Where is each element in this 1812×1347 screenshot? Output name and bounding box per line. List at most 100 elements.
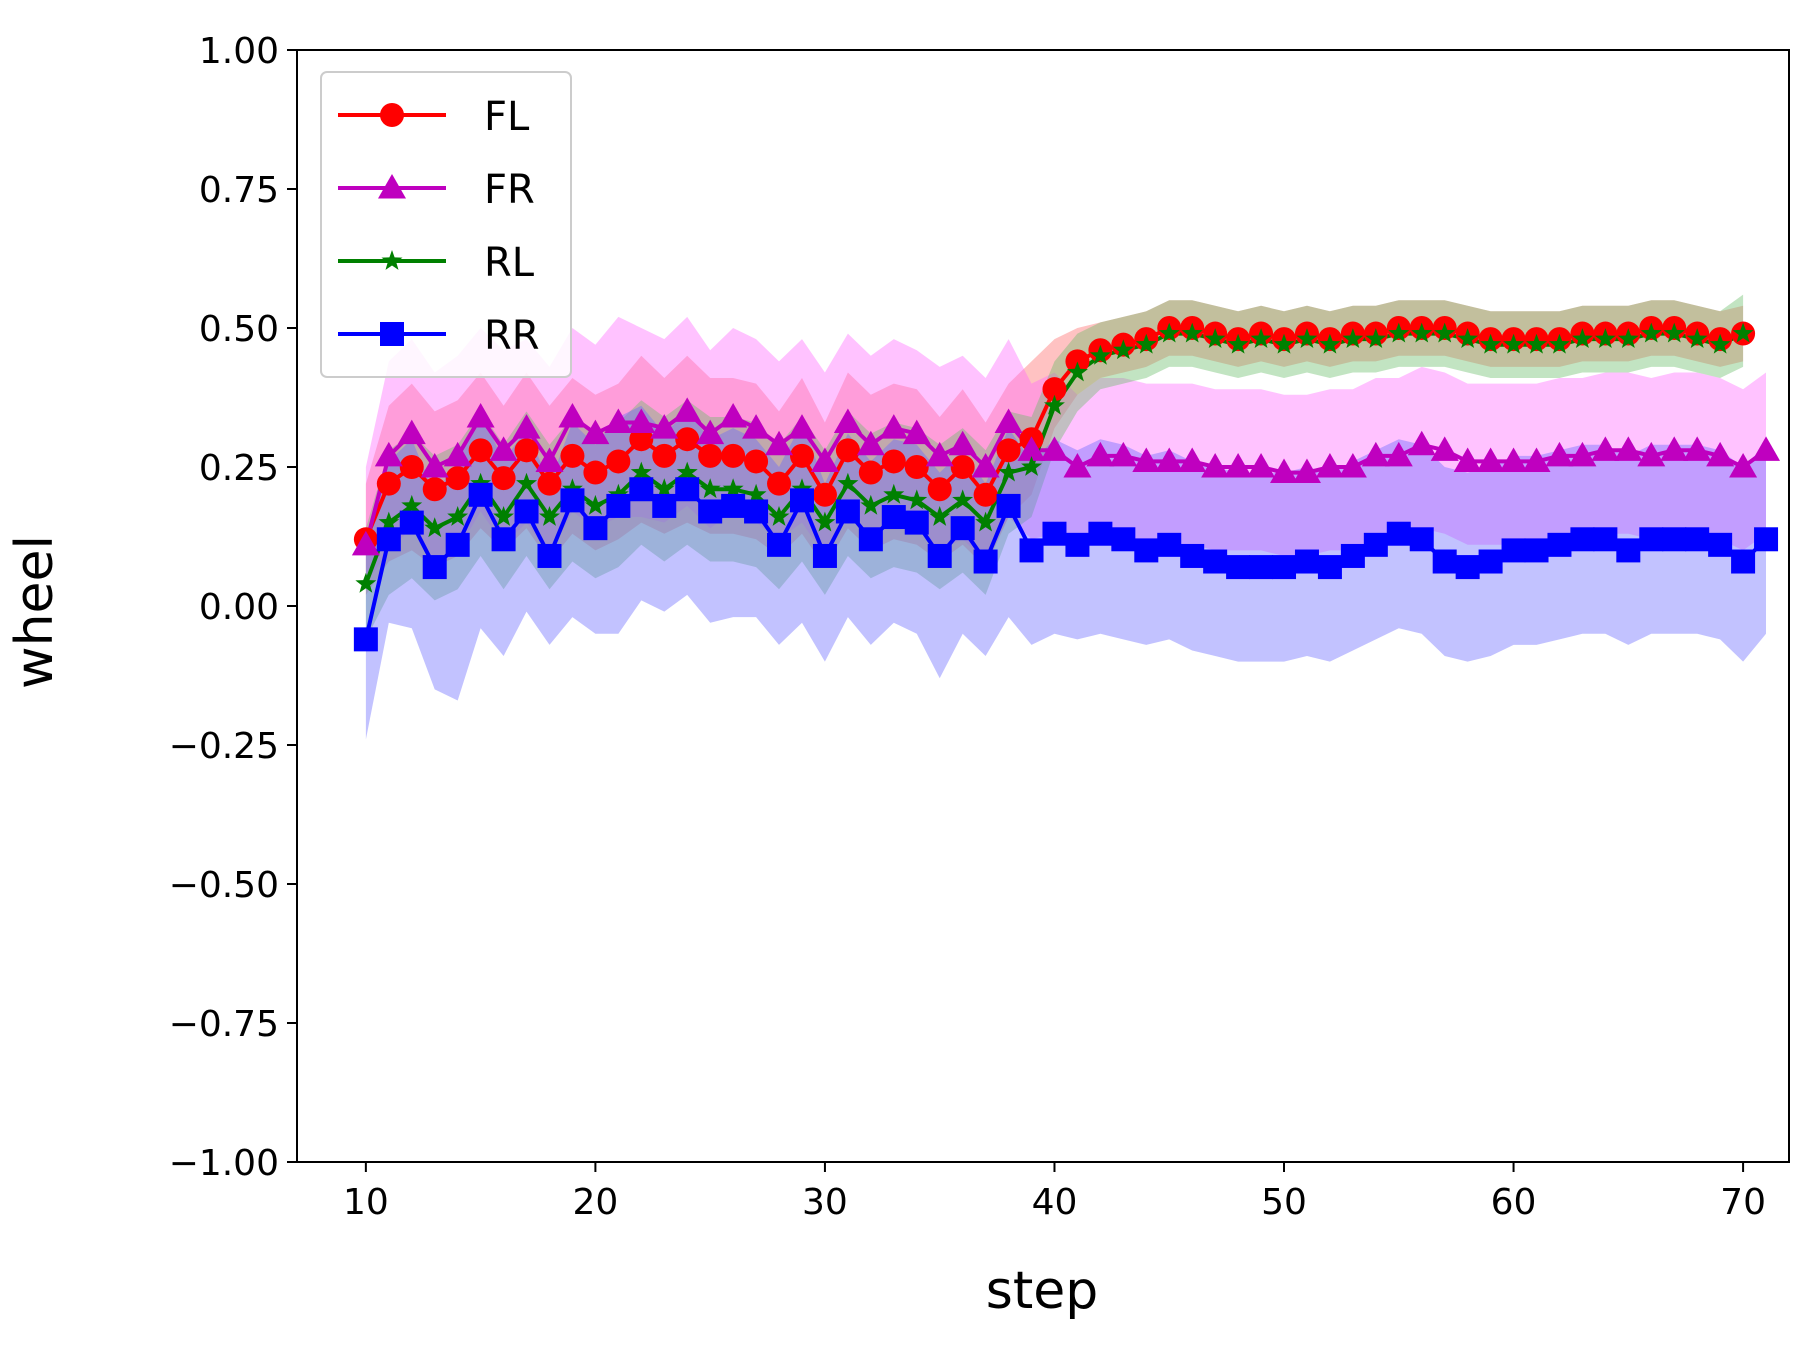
point-fr (1201, 453, 1230, 478)
point-fr (971, 453, 1000, 478)
point-fr (1040, 436, 1069, 461)
point-fr (1132, 447, 1161, 472)
point-rl (929, 506, 951, 526)
point-rr (353, 627, 378, 652)
legend-marker-rl (381, 250, 403, 270)
point-rr (1294, 549, 1319, 574)
point-rr (1134, 538, 1159, 563)
point-rl (906, 489, 928, 510)
point-fl (652, 443, 677, 468)
point-fr (1086, 441, 1115, 467)
point-fl (698, 443, 723, 468)
point-fl (904, 455, 929, 479)
point-rl (1572, 328, 1593, 348)
point-rr (1570, 527, 1595, 552)
x-tick-label: 70 (1720, 1182, 1766, 1223)
point-fr (1683, 436, 1712, 461)
point-fr (856, 430, 885, 456)
point-rr (491, 527, 516, 552)
point-rr (1547, 532, 1572, 557)
point-fr (787, 414, 816, 439)
point-fr (420, 453, 449, 478)
point-rl (539, 506, 560, 526)
point-rr (1409, 527, 1434, 552)
point-fr (765, 430, 794, 456)
point-rl (1480, 333, 1502, 354)
point-fr (833, 408, 862, 434)
point-rl (1296, 328, 1318, 348)
point-fr (1660, 436, 1689, 461)
point-fl (996, 438, 1021, 463)
point-fr (1109, 441, 1138, 467)
point-rr (1340, 543, 1365, 568)
point-rl (1342, 328, 1364, 348)
point-fl (560, 443, 585, 468)
point-fl (721, 443, 746, 468)
point-rl (676, 461, 698, 482)
point-rl (1319, 333, 1341, 354)
point-fl (468, 438, 493, 463)
point-rl (1158, 322, 1180, 343)
point-rr (721, 493, 746, 518)
y-tick-label: 1.00 (199, 31, 279, 72)
x-tick-label: 50 (1261, 1182, 1307, 1223)
y-tick-label: −0.75 (169, 1004, 279, 1045)
point-rl (1709, 333, 1731, 354)
point-fl (491, 466, 516, 491)
legend-marker-fr (378, 174, 406, 199)
x-tick-label: 40 (1032, 1182, 1078, 1223)
point-fr (1407, 430, 1436, 456)
point-rl (791, 478, 813, 499)
point-rl (493, 506, 514, 526)
point-rr (1226, 555, 1251, 580)
point-rl (722, 478, 744, 499)
x-axis-ticks: 10 20 30 40 50 60 70 (343, 1162, 1766, 1223)
point-rr (1685, 527, 1710, 552)
point-fl (537, 471, 562, 496)
point-fr (604, 408, 633, 434)
point-fr (1224, 453, 1253, 478)
point-fr (1430, 436, 1459, 461)
point-rl (745, 483, 767, 504)
legend-box (320, 71, 572, 378)
point-rl (516, 472, 537, 493)
point-rr (629, 477, 654, 502)
point-fl (675, 427, 700, 452)
point-rr (1111, 527, 1136, 552)
y-tick-label: −0.50 (169, 865, 279, 906)
x-axis-label: step (986, 1261, 1098, 1321)
x-tick-label: 20 (572, 1182, 618, 1223)
point-rl (1021, 456, 1042, 476)
point-fl (858, 460, 883, 485)
point-fr (1270, 458, 1299, 484)
point-rl (1663, 322, 1685, 343)
point-fr (374, 441, 403, 467)
band-rl (365, 294, 1744, 640)
y-axis-label: wheel (5, 535, 65, 689)
point-rl (1686, 328, 1708, 348)
point-rr (789, 488, 814, 513)
y-axis-ticks: −1.00 −0.75 −0.50 −0.25 0.00 0.25 0.50 0.75 1.00 (169, 31, 297, 1184)
point-fr (1315, 453, 1344, 478)
point-fl (376, 471, 401, 496)
point-fl (789, 443, 814, 468)
point-fr (925, 441, 954, 467)
point-rr (1639, 527, 1664, 552)
point-rr (1593, 527, 1618, 552)
point-rr (927, 543, 952, 568)
point-fr (1614, 436, 1643, 461)
point-rl (860, 494, 882, 515)
point-rl (699, 478, 721, 499)
point-fr (535, 447, 564, 472)
point-rl (1549, 333, 1570, 354)
point-fr (1384, 441, 1413, 467)
point-rl (653, 478, 675, 499)
point-rr (1249, 555, 1274, 580)
point-fr (696, 419, 725, 445)
point-fl (950, 455, 975, 479)
point-fr (558, 402, 587, 428)
point-fl (629, 427, 654, 452)
legend-marker-fl (380, 103, 404, 127)
point-rr (1065, 532, 1090, 557)
point-rl (1526, 333, 1547, 354)
